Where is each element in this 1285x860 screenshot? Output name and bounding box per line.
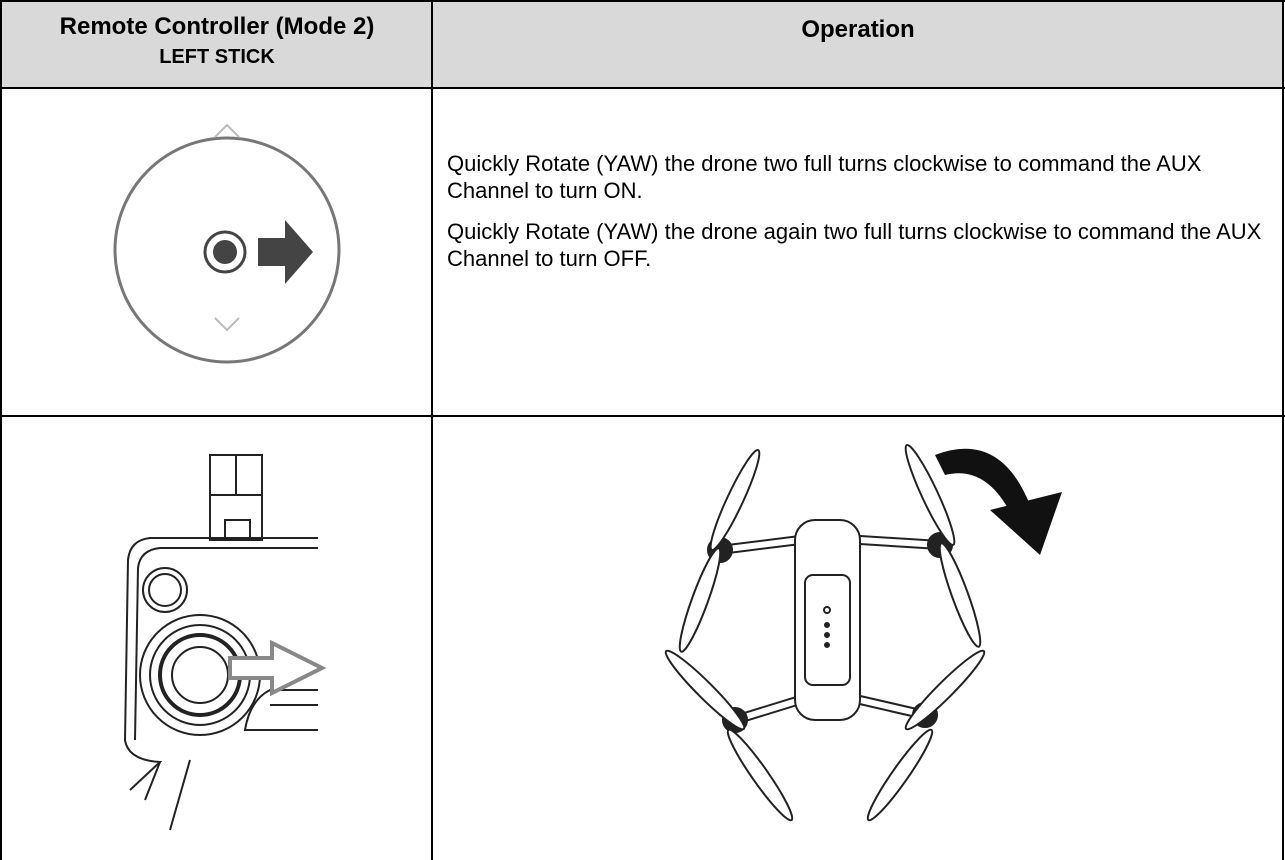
header-title: Operation bbox=[801, 16, 915, 43]
drone-illustration bbox=[664, 444, 986, 822]
stick-icon bbox=[113, 123, 341, 364]
rotation-arrow bbox=[935, 448, 1062, 555]
paragraph: Quickly Rotate (YAW) the drone two full … bbox=[447, 151, 1202, 203]
header-cell: Remote Controller (Mode 2) LEFT STICK bbox=[2, 0, 432, 88]
header-cell: Operation bbox=[433, 0, 1283, 88]
header-subtitle: LEFT STICK bbox=[159, 46, 275, 68]
paragraph: Quickly Rotate (YAW) the drone again two… bbox=[447, 219, 1262, 271]
controller-illustration bbox=[123, 454, 327, 831]
header-title: Remote Controller (Mode 2) bbox=[59, 13, 375, 40]
